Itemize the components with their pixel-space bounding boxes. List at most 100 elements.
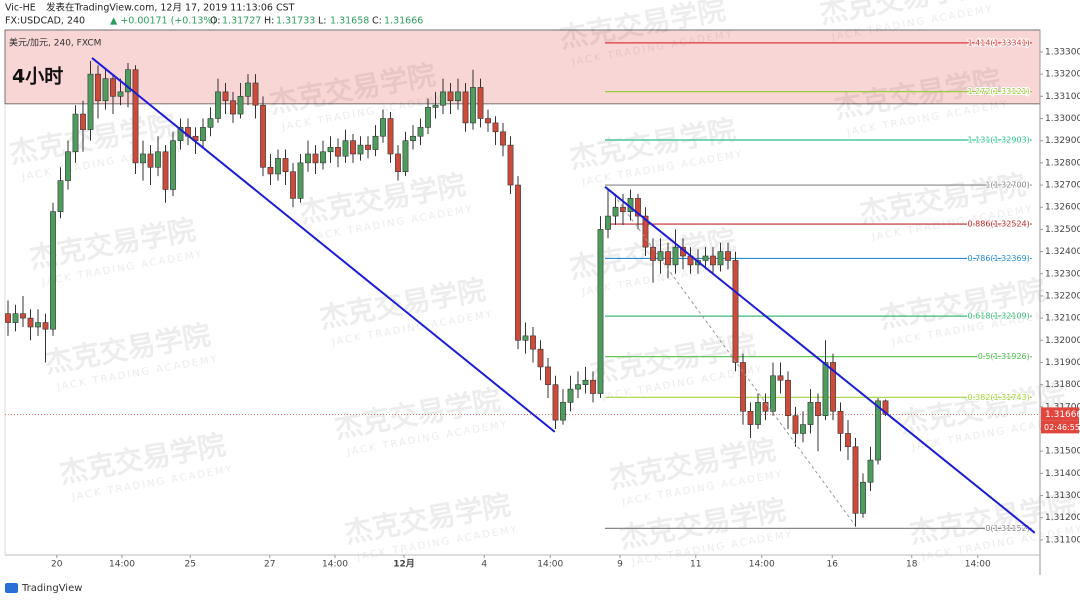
candle-body <box>492 122 499 133</box>
candle-body <box>147 153 154 168</box>
candle-body <box>5 313 11 323</box>
y-tick-label: 1.33000 <box>1045 114 1080 124</box>
candle-body <box>530 335 536 350</box>
x-tick-label: 18 <box>906 560 918 570</box>
x-tick-label: 14:00 <box>109 560 135 570</box>
zone-label: 美元/加元, 240, FXCM <box>9 37 101 49</box>
candle-body <box>417 127 424 137</box>
candle-body <box>267 166 274 175</box>
fib-label: 0.382(1.31743) <box>968 393 1030 402</box>
fib-label: 0.5(1.31926) <box>978 352 1030 361</box>
candle-body <box>177 127 184 141</box>
fib-label: 0.786(1.32369) <box>968 254 1030 263</box>
candle-body <box>740 362 746 412</box>
candle-body <box>567 388 574 403</box>
candle-body <box>815 402 821 417</box>
quote-value: 1.31658 <box>330 16 369 27</box>
candle-body <box>260 104 266 168</box>
symbol: FX:USDCAD, 240 <box>5 16 85 27</box>
candle-body <box>762 402 769 412</box>
logo-icon <box>5 583 18 593</box>
x-tick-label: 12月 <box>393 559 415 570</box>
y-tick-label: 1.32000 <box>1045 336 1080 346</box>
fib-label: 1.272(1.33121) <box>968 87 1030 96</box>
footer: TradingView <box>21 583 82 594</box>
axes: 1.31100 1.31200 1.31300 1.31400 1.31500 1.316… <box>51 47 1080 569</box>
candle-body <box>770 375 776 412</box>
y-tick-label: 1.32200 <box>1045 291 1080 301</box>
candle-body <box>882 400 889 415</box>
candle-body <box>755 402 761 425</box>
y-tick-label: 1.32900 <box>1045 136 1080 146</box>
candle-body <box>57 180 64 212</box>
candle-body <box>27 317 34 328</box>
candle-body <box>387 118 394 155</box>
candle-body <box>665 251 671 266</box>
candle-body <box>72 113 79 153</box>
x-tick-label: 11 <box>690 560 701 570</box>
candle-body <box>440 91 446 106</box>
price-tag-label: 1.31666 <box>1045 410 1080 420</box>
candle-body <box>732 260 739 363</box>
candle-body <box>305 153 311 164</box>
candle-body <box>582 379 589 385</box>
candle-body <box>620 206 626 212</box>
candle-body <box>312 153 319 164</box>
candle-body <box>200 127 206 141</box>
candle-body <box>477 87 484 119</box>
fib-label: 1.414(1.33341) <box>968 38 1030 47</box>
candle-body <box>500 131 506 146</box>
fib-label: 1(1.32700) <box>985 181 1029 190</box>
candle-body <box>860 481 866 514</box>
candle-body <box>140 153 146 164</box>
quote: O: 1.31727 H: 1.31733 L: 1.31658 C: 1.31666 <box>210 16 423 27</box>
candle-body <box>425 107 431 128</box>
candle-body <box>320 151 326 164</box>
y-tick-label: 1.32400 <box>1045 247 1080 257</box>
fib-label: 1.131(1.32903) <box>968 136 1030 145</box>
candle-body <box>470 87 476 124</box>
candle-body <box>830 362 836 412</box>
candle-body <box>575 384 581 390</box>
trendline <box>604 186 1036 534</box>
candle-body <box>117 91 124 97</box>
candle-body <box>350 140 356 155</box>
candle-body <box>612 206 619 217</box>
candle-body <box>222 91 229 102</box>
candle-body <box>132 69 139 164</box>
y-tick-label: 1.33100 <box>1045 92 1080 102</box>
fib-label: 0.886(1.32524) <box>968 220 1030 229</box>
candle-body <box>455 91 461 102</box>
y-tick-label: 1.33300 <box>1045 47 1080 57</box>
candle-body <box>432 104 439 108</box>
candle-body <box>50 211 56 330</box>
y-tick-label: 1.33200 <box>1045 70 1080 80</box>
candle-body <box>65 151 71 181</box>
candle-body <box>792 415 799 434</box>
candle-body <box>357 144 364 155</box>
quote-label: H: <box>264 16 274 27</box>
candle-body <box>12 313 19 323</box>
candle-body <box>125 69 131 93</box>
candle-body <box>597 229 604 394</box>
x-tick-label: 4 <box>481 560 487 570</box>
x-tick-label: 16 <box>827 560 839 570</box>
candle-body <box>650 246 656 261</box>
candle-body <box>42 322 49 330</box>
y-tick-label: 1.32100 <box>1045 314 1080 324</box>
y-tick-label: 1.31800 <box>1045 380 1080 390</box>
candle-body <box>87 73 94 130</box>
published: 发表在TradingView.com, 12月 17, 2019 11:13:0… <box>46 2 295 14</box>
candle-body <box>717 251 724 266</box>
x-tick-label: 14:00 <box>322 560 348 570</box>
candle-body <box>275 158 281 175</box>
candle-body <box>702 255 709 261</box>
y-tick-label: 1.31700 <box>1045 402 1080 412</box>
candle-body <box>245 82 251 97</box>
